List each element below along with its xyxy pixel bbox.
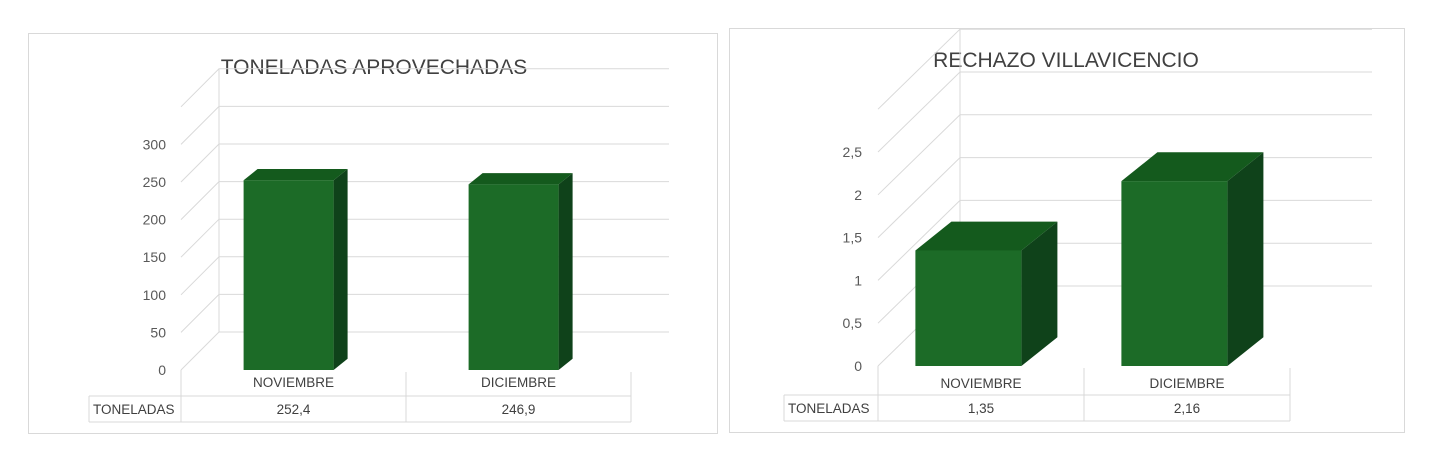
- category-label: DICIEMBRE: [481, 375, 556, 390]
- bar-side: [1227, 152, 1264, 366]
- y-tick-label: 250: [143, 174, 167, 190]
- y-tick-label: 1,5: [843, 230, 863, 246]
- bar-front: [1121, 181, 1228, 366]
- y-tick-label: 200: [143, 212, 167, 228]
- category-label: NOVIEMBRE: [940, 376, 1021, 391]
- value-cell: 252,4: [277, 402, 311, 417]
- gridline: [180, 105, 669, 145]
- y-tick-label: 100: [143, 287, 167, 303]
- bar: [1121, 152, 1264, 366]
- chart-svg-toneladas: TONELADAS APROVECHADAS 0 50 100 150 200 250 30…: [88, 56, 669, 423]
- chart-panel-rechazo: RECHAZO VILLAVICENCIO 0 0,5 1 1,5 2 2,5 NOVIE…: [729, 28, 1405, 433]
- bar-top: [1121, 152, 1264, 182]
- y-tick-label: 300: [143, 136, 167, 152]
- value-cell: 246,9: [502, 402, 536, 417]
- bar-front: [243, 180, 334, 370]
- value-cell: 2,16: [1174, 401, 1200, 416]
- bar-side: [333, 168, 348, 370]
- category-label: NOVIEMBRE: [253, 375, 334, 390]
- category-label: DICIEMBRE: [1149, 376, 1224, 391]
- bar-front: [915, 250, 1022, 366]
- bar-top: [468, 173, 573, 185]
- bar-side: [1021, 221, 1058, 366]
- data-table: [783, 368, 1291, 422]
- chart-title: TONELADAS APROVECHADAS: [221, 56, 528, 79]
- series-name-cell: TONELADAS: [788, 401, 870, 416]
- bar: [243, 168, 348, 370]
- y-tick-label: 0: [158, 362, 166, 378]
- bar-front: [468, 184, 559, 370]
- y-tick-label: 2: [854, 187, 862, 203]
- data-table: [88, 372, 632, 423]
- y-tick-label: 0: [854, 358, 862, 374]
- y-tick-label: 50: [150, 324, 166, 340]
- y-tick-label: 0,5: [843, 315, 863, 331]
- bar: [915, 221, 1058, 366]
- bar-side: [558, 173, 573, 370]
- chart-panel-toneladas: TONELADAS APROVECHADAS 0 50 100 150 200 250 30…: [28, 33, 718, 434]
- y-tick-label: 150: [143, 249, 167, 265]
- chart-svg-rechazo: RECHAZO VILLAVICENCIO 0 0,5 1 1,5 2 2,5 NOVIE…: [783, 29, 1372, 422]
- bar-top: [243, 168, 348, 181]
- bar: [468, 173, 573, 370]
- y-tick-label: 1: [854, 272, 862, 288]
- series-name-cell: TONELADAS: [93, 402, 175, 417]
- value-cell: 1,35: [968, 401, 994, 416]
- gridline: [877, 71, 1372, 153]
- y-tick-label: 2,5: [843, 144, 863, 160]
- bar-top: [915, 221, 1058, 251]
- chart-title: RECHAZO VILLAVICENCIO: [933, 49, 1199, 72]
